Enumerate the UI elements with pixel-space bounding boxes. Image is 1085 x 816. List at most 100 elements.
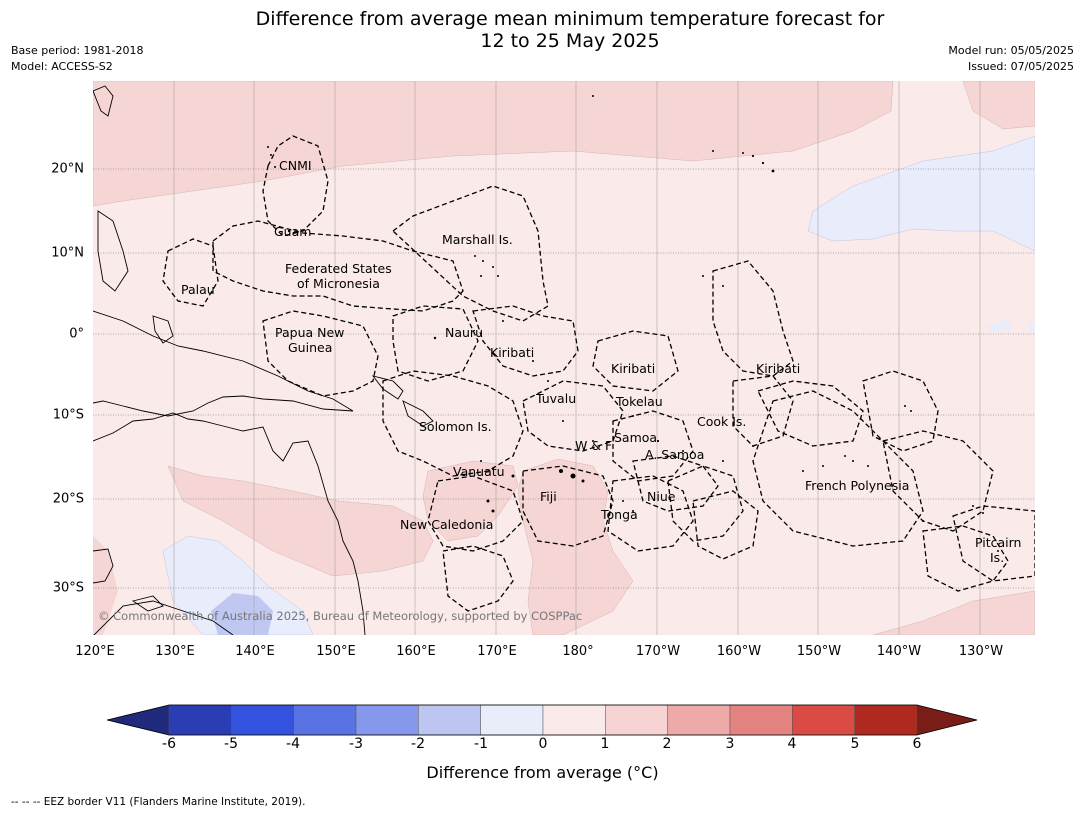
colorbar-cell bbox=[542, 704, 606, 736]
label-solomon: Solomon Is. bbox=[419, 419, 492, 434]
label-guam: Guam bbox=[274, 224, 312, 239]
graticule bbox=[173, 81, 981, 635]
islands bbox=[267, 95, 999, 552]
label-new-caledonia: New Caledonia bbox=[400, 517, 494, 532]
anomaly-1-2-vanuatu bbox=[422, 460, 519, 542]
colorbar-tick: 6 bbox=[912, 736, 922, 752]
latitude-lines bbox=[93, 168, 1035, 589]
y-tick: 10°N bbox=[51, 245, 84, 261]
anomaly-neg-small-1 bbox=[986, 319, 1013, 331]
colorbar-cell bbox=[168, 704, 232, 736]
x-tick: 170°W bbox=[635, 644, 681, 659]
label-tokelau: Tokelau bbox=[616, 394, 663, 409]
colorbar-cell bbox=[792, 704, 855, 736]
colorbar-cell bbox=[854, 704, 918, 736]
colorbar-cell bbox=[293, 704, 357, 736]
colorbar-title: Difference from average (°C) bbox=[426, 763, 659, 782]
x-tick: 150°E bbox=[316, 644, 356, 659]
y-tick: 0° bbox=[69, 326, 84, 342]
label-niue: Niue bbox=[647, 489, 676, 504]
colorbar-cell bbox=[605, 704, 668, 736]
map-canvas bbox=[93, 81, 1035, 635]
label-cook: Cook Is. bbox=[697, 414, 747, 429]
x-tick: 140°E bbox=[235, 644, 275, 659]
anomaly-1-2-southeast bbox=[872, 590, 1035, 635]
colorbar-cell bbox=[480, 704, 544, 736]
label-vanuatu: Vanuatu bbox=[453, 464, 505, 479]
colorbar-extend-high bbox=[917, 705, 977, 735]
x-tick: 170°E bbox=[477, 644, 517, 659]
x-tick: 130°W bbox=[958, 644, 1004, 659]
label-tonga: Tonga bbox=[601, 507, 638, 522]
base-period: Base period: 1981-2018 bbox=[11, 44, 144, 57]
colorbar-tick: 0 bbox=[538, 736, 548, 752]
colorbar-cells bbox=[168, 704, 918, 736]
colorbar-cell bbox=[729, 704, 793, 736]
label-pitcairn-1: Pitcairn bbox=[975, 535, 1022, 550]
label-nauru: Nauru bbox=[445, 325, 483, 340]
label-kiribati-west: Kiribati bbox=[490, 345, 535, 360]
colorbar-tick: -3 bbox=[349, 736, 363, 752]
colorbar-tick: -2 bbox=[411, 736, 425, 752]
anomaly-neg-east bbox=[807, 135, 1035, 252]
x-tick: 160°E bbox=[396, 644, 436, 659]
title-line-1: Difference from average mean minimum tem… bbox=[255, 8, 885, 30]
colorbar-tick: 5 bbox=[850, 736, 860, 752]
x-tick: 180° bbox=[562, 644, 594, 659]
label-american-samoa: A. Samoa bbox=[645, 447, 705, 462]
eez-footnote: -- -- -- EEZ border V11 (Flanders Marine… bbox=[11, 796, 306, 808]
y-tick: 20°N bbox=[51, 161, 84, 177]
anomaly-neg2-south bbox=[211, 593, 273, 635]
anomaly-1-2-west bbox=[93, 536, 118, 635]
colorbar-tick: -5 bbox=[224, 736, 238, 752]
label-kiribati-central: Kiribati bbox=[611, 361, 656, 376]
anomaly-neg-south bbox=[162, 535, 314, 635]
map-area bbox=[93, 81, 1035, 635]
colorbar-tick: -6 bbox=[162, 736, 176, 752]
model-run: Model run: 05/05/2025 bbox=[948, 44, 1074, 57]
y-tick: 10°S bbox=[52, 407, 84, 423]
label-palau: Palau bbox=[181, 282, 215, 297]
label-fsm-2: of Micronesia bbox=[297, 276, 380, 291]
colorbar-tick: 2 bbox=[662, 736, 672, 752]
colorbar-tick: 3 bbox=[725, 736, 735, 752]
x-tick: 160°W bbox=[716, 644, 762, 659]
anomaly-1-2-coralsea bbox=[167, 465, 434, 577]
colorbar-cell bbox=[355, 704, 419, 736]
x-tick: 120°E bbox=[75, 644, 115, 659]
label-fsm-1: Federated States bbox=[285, 261, 392, 276]
label-pitcairn-2: Is. bbox=[990, 550, 1005, 565]
meta-right: Model run: 05/05/2025 Issued: 07/05/2025 bbox=[948, 43, 1074, 75]
label-png-1: Papua New bbox=[275, 325, 345, 340]
x-tick: 130°E bbox=[155, 644, 195, 659]
map-title: Difference from average mean minimum tem… bbox=[0, 8, 1085, 52]
colorbar-tick: 4 bbox=[787, 736, 797, 752]
label-cnmi: CNMI bbox=[279, 158, 312, 173]
x-tick: 140°W bbox=[876, 644, 922, 659]
colorbar-cell bbox=[418, 704, 481, 736]
colorbar-tick: 1 bbox=[600, 736, 610, 752]
anomaly-1-2-north bbox=[93, 81, 894, 207]
y-tick: 20°S bbox=[52, 491, 84, 507]
colorbar-tick: -4 bbox=[286, 736, 300, 752]
label-fiji: Fiji bbox=[540, 489, 557, 504]
label-marshall: Marshall Is. bbox=[442, 232, 513, 247]
coastlines bbox=[93, 85, 434, 635]
meta-left: Base period: 1981-2018 Model: ACCESS-S2 bbox=[11, 43, 143, 75]
anomaly-1-2-northeast bbox=[962, 81, 1035, 130]
label-kiribati-east: Kiribati bbox=[756, 361, 801, 376]
colorbar-cell bbox=[667, 704, 731, 736]
colorbar-tick: -1 bbox=[474, 736, 488, 752]
eez-borders bbox=[162, 135, 1035, 612]
label-wallis-futuna: W & F bbox=[575, 438, 613, 453]
title-line-2: 12 to 25 May 2025 bbox=[480, 30, 660, 52]
label-tuvalu: Tuvalu bbox=[536, 391, 577, 406]
anomaly-neg-small-2 bbox=[1028, 321, 1035, 336]
model-name: Model: ACCESS-S2 bbox=[11, 60, 113, 73]
label-png-2: Guinea bbox=[288, 340, 333, 355]
colorbar bbox=[107, 704, 978, 736]
copyright-notice: © Commonwealth of Australia 2025, Bureau… bbox=[98, 609, 583, 623]
label-french-polynesia: French Polynesia bbox=[805, 478, 910, 493]
x-tick: 150°W bbox=[796, 644, 842, 659]
y-tick: 30°S bbox=[52, 580, 84, 596]
